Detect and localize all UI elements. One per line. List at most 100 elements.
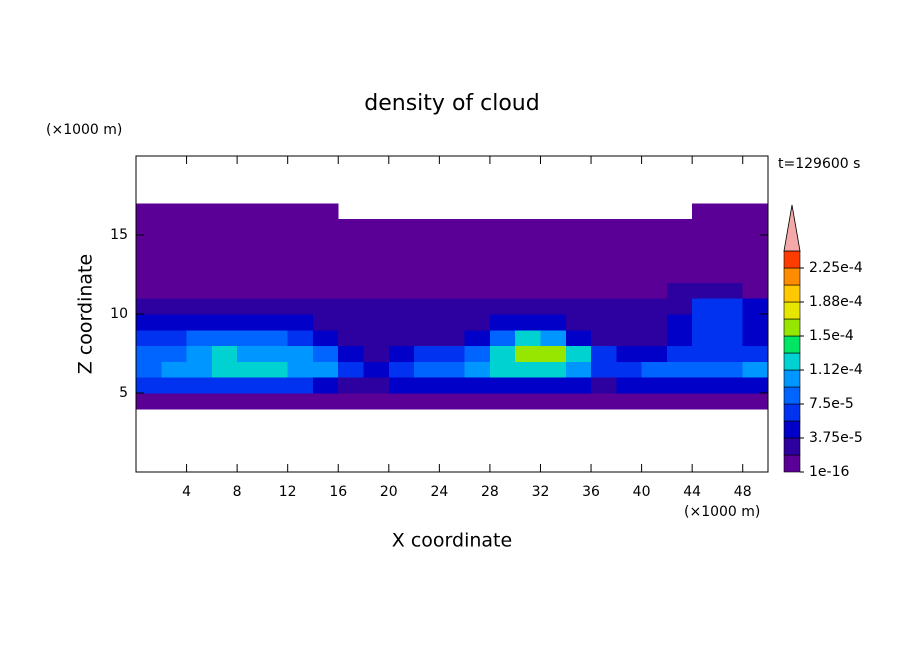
contour-cell	[616, 345, 643, 362]
contour-cell	[237, 250, 263, 268]
contour-cell	[515, 235, 541, 252]
contour-cell	[312, 361, 339, 378]
contour-cell	[161, 235, 188, 252]
contour-cell	[136, 250, 162, 268]
x-tick-label: 40	[633, 484, 651, 500]
contour-cell	[237, 345, 263, 362]
contour-cell	[312, 203, 339, 220]
contour-cell	[414, 266, 440, 283]
contour-cell	[211, 282, 238, 299]
contour-cell	[363, 298, 390, 315]
colorbar-band	[783, 284, 801, 303]
contour-cell	[515, 361, 541, 378]
x-axis-label: X coordinate	[392, 530, 512, 552]
contour-cell	[565, 361, 592, 378]
contour-cell	[414, 329, 440, 347]
contour-cell	[211, 203, 238, 220]
contour-cell	[717, 345, 744, 362]
contour-cell	[186, 361, 213, 378]
contour-cell	[742, 329, 769, 347]
contour-cell	[565, 266, 592, 283]
contour-cell	[692, 250, 718, 268]
contour-cell	[287, 361, 314, 378]
contour-cell	[186, 345, 213, 362]
contour-cell	[262, 282, 289, 299]
contour-cell	[262, 298, 289, 315]
colorbar-band	[783, 403, 801, 422]
contour-cell	[666, 266, 693, 283]
contour-cell	[641, 250, 668, 268]
colorbar-band	[783, 386, 801, 405]
contour-cell	[666, 393, 693, 410]
contour-cell	[464, 329, 491, 347]
contour-cell	[186, 377, 213, 394]
contour-cell	[616, 329, 643, 347]
contour-cell	[363, 393, 390, 410]
contour-cell	[591, 250, 617, 268]
contour-cell	[388, 361, 415, 378]
contour-cell	[186, 203, 213, 220]
contour-cell	[742, 203, 769, 220]
colorbar-band	[783, 369, 801, 388]
contour-cell	[338, 377, 365, 394]
contour-cell	[666, 298, 693, 315]
contour-cell	[388, 377, 415, 394]
y-axis-label: Z coordinate	[75, 254, 97, 374]
contour-cell	[489, 314, 516, 331]
contour-cell	[591, 219, 617, 236]
contour-cell	[692, 345, 718, 362]
contour-cell	[363, 282, 390, 299]
contour-cell	[565, 298, 592, 315]
contour-cell	[186, 282, 213, 299]
contour-cell	[489, 393, 516, 410]
contour-cell	[717, 314, 744, 331]
contour-cell	[161, 203, 188, 220]
contour-cell	[565, 219, 592, 236]
contour-cell	[591, 361, 617, 378]
contour-cell	[717, 203, 744, 220]
x-tick-label: 28	[481, 484, 499, 500]
contour-cell	[439, 377, 466, 394]
contour-cell	[237, 377, 263, 394]
contour-cell	[237, 219, 263, 236]
contour-cell	[692, 219, 718, 236]
contour-cell	[338, 329, 365, 347]
contour-cell	[161, 329, 188, 347]
contour-cell	[616, 377, 643, 394]
contour-cell	[338, 361, 365, 378]
contour-cell	[591, 377, 617, 394]
contour-cell	[186, 393, 213, 410]
contour-cell	[136, 298, 162, 315]
contour-cell	[237, 282, 263, 299]
contour-cell	[136, 266, 162, 283]
contour-cell	[211, 329, 238, 347]
contour-cell	[414, 314, 440, 331]
contour-cell	[439, 298, 466, 315]
contour-cell	[540, 298, 567, 315]
contour-cell	[515, 250, 541, 268]
contour-cell	[262, 250, 289, 268]
contour-cell	[742, 250, 769, 268]
contour-cell	[439, 282, 466, 299]
x-unit: (×1000 m)	[684, 504, 760, 520]
contour-cell	[489, 377, 516, 394]
contour-cell	[692, 298, 718, 315]
contour-cell	[439, 266, 466, 283]
contour-cell	[262, 219, 289, 236]
contour-cell	[287, 393, 314, 410]
contour-cell	[692, 361, 718, 378]
contour-cell	[666, 345, 693, 362]
contour-cell	[262, 393, 289, 410]
contour-cell	[338, 235, 365, 252]
contour-cell	[287, 314, 314, 331]
contour-cell	[540, 314, 567, 331]
contour-cell	[489, 219, 516, 236]
contour-cell	[211, 235, 238, 252]
contour-cell	[136, 361, 162, 378]
contour-cell	[540, 345, 567, 362]
contour-cell	[489, 282, 516, 299]
contour-cell	[515, 298, 541, 315]
contour-cell	[312, 282, 339, 299]
contour-cell	[136, 314, 162, 331]
contour-cell	[692, 393, 718, 410]
